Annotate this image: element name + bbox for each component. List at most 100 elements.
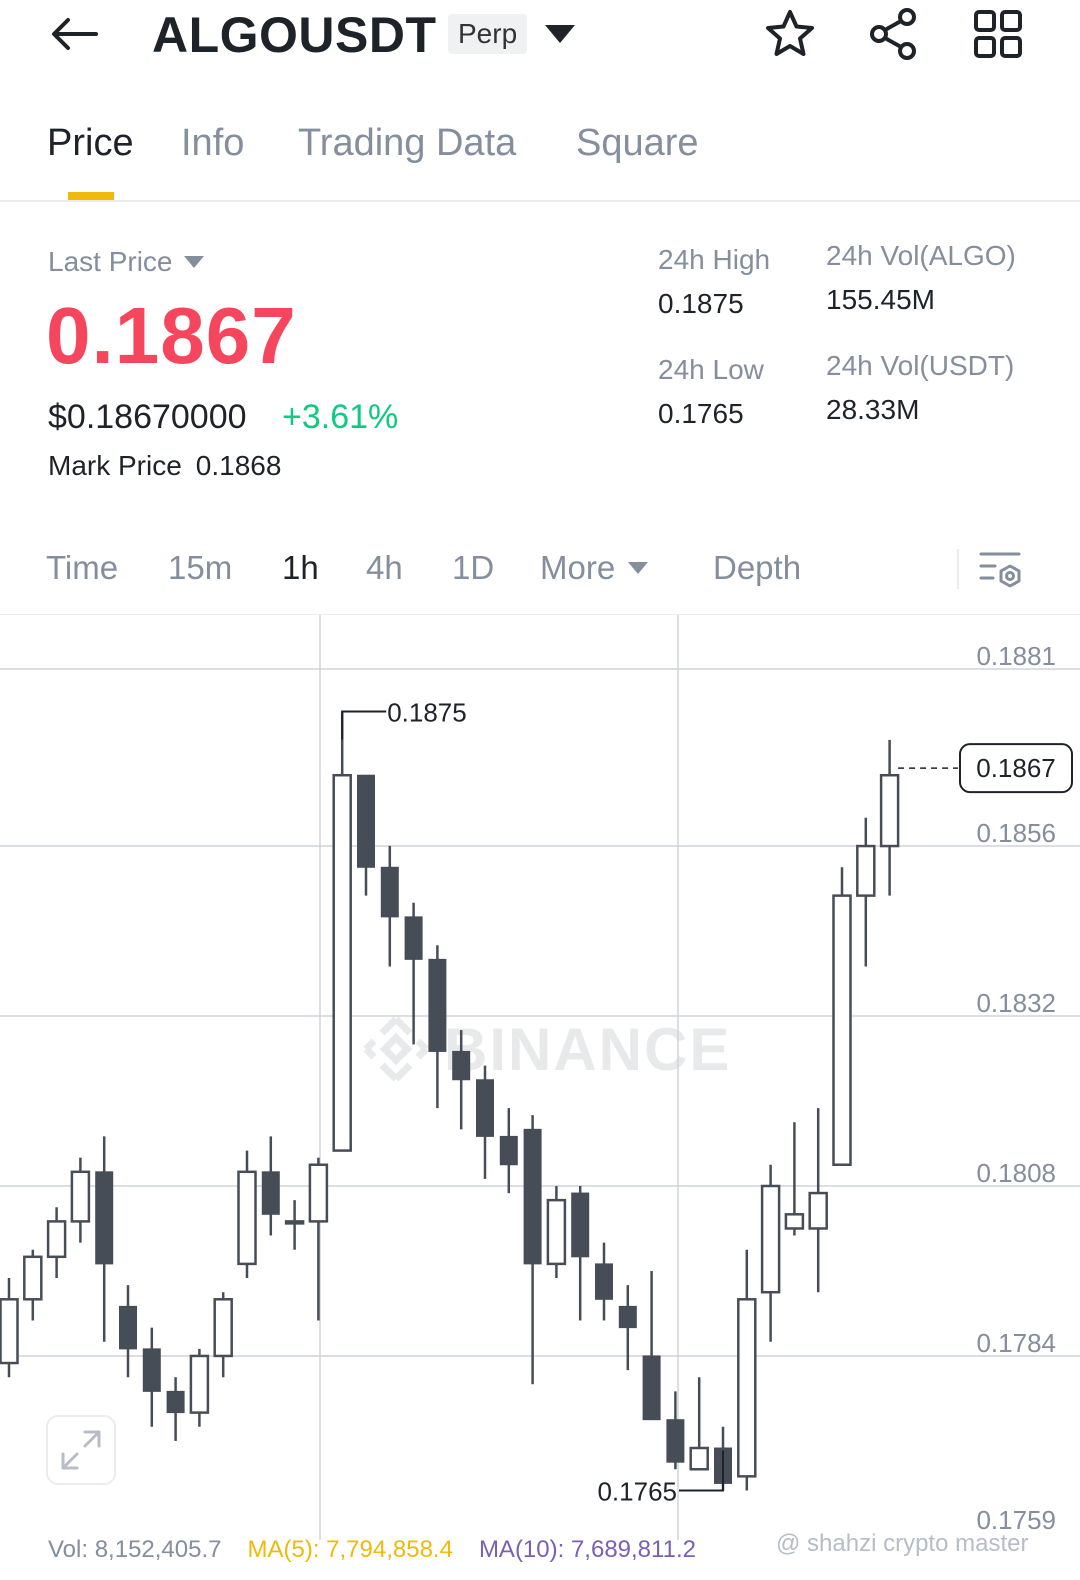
back-arrow-icon [52, 18, 98, 50]
candle-body-down [618, 1305, 637, 1329]
interval-time[interactable]: Time [46, 549, 119, 586]
current-price-box [959, 743, 1073, 794]
candle-body-down [571, 1192, 590, 1258]
candle-body-down [499, 1135, 518, 1166]
last-price-selector[interactable]: Last Price [48, 246, 205, 278]
candle-body-up [784, 1213, 805, 1230]
candle-body-up [332, 773, 352, 1152]
back-button[interactable] [44, 8, 104, 60]
candle-body-down [476, 1079, 494, 1137]
candle-body-up [189, 1354, 210, 1414]
volume-info: Vol: 8,152,405.7 MA(5): 7,794,858.4 MA(10)… [48, 1536, 722, 1564]
candle-body-up [46, 1220, 67, 1259]
main-tabs: Price Info Trading Data Square [0, 110, 1080, 202]
caret-down-icon [183, 256, 204, 268]
chart-canvas: 0.1881 0.1856 0.1832 0.1808 0.1784 0.1759 0.18… [0, 615, 1080, 1540]
watermark-text: BINANCE [444, 1015, 732, 1083]
candle-body-up [23, 1255, 43, 1301]
interval-1d[interactable]: 1D [452, 549, 495, 586]
candle-body-up [808, 1191, 828, 1230]
vol-usdt-label: 24h Vol(USDT) [826, 350, 1015, 381]
candle-body-up [0, 1298, 19, 1365]
candlestick-chart[interactable]: BINANCE 0.1881 0.1856 0.1832 0.1808 0.1784 0.… [0, 615, 1080, 1540]
candle-body-up [70, 1170, 91, 1223]
credit-watermark: @ shahzi crypto master [776, 1530, 1029, 1557]
candle-body-down [357, 774, 375, 868]
share-button[interactable] [866, 6, 922, 62]
interval-15m[interactable]: 15m [168, 549, 233, 586]
top-bar: ALGOUSDT Perp [0, 0, 1080, 80]
candle-body-down [428, 958, 447, 1052]
y-axis-tick-label: 0.1856 [976, 818, 1056, 848]
candle-body-up [308, 1163, 329, 1223]
candle-body-up [760, 1184, 781, 1294]
symbol-title[interactable]: ALGOUSDT [152, 7, 437, 63]
divider [957, 549, 959, 589]
share-icon [870, 8, 916, 60]
candle-body-down [452, 1050, 471, 1081]
candle-body-down [523, 1128, 542, 1265]
candle-body-up [832, 894, 852, 1166]
y-axis-tick-label: 0.1759 [976, 1505, 1056, 1535]
candle-body-down [142, 1348, 161, 1392]
candle-body-down [642, 1355, 661, 1421]
candle-body-up [856, 844, 876, 897]
binance-watermark: BINANCE [360, 1013, 731, 1085]
chevron-down-icon [545, 25, 575, 43]
y-axis-tick-label: 0.1881 [976, 641, 1056, 671]
fullscreen-button[interactable] [46, 1415, 116, 1485]
candle-body-up [284, 1220, 305, 1225]
candle-body-down [380, 866, 399, 918]
more-grid-button[interactable] [970, 6, 1026, 62]
interval-more[interactable]: More [540, 549, 649, 587]
low-value: 0.1765 [658, 398, 744, 429]
low-label: 24h Low [658, 354, 764, 385]
interval-4h[interactable]: 4h [366, 549, 403, 586]
candle-body-down [166, 1390, 185, 1414]
vol-algo-value: 155.45M [826, 284, 935, 315]
tab-price[interactable]: Price [47, 122, 134, 164]
binance-logo-icon [363, 1016, 429, 1082]
high-marker-label: 0.1875 [387, 697, 467, 727]
candle-body-down [666, 1419, 685, 1463]
symbol-dropdown-button[interactable] [540, 18, 580, 50]
tab-square[interactable]: Square [576, 122, 699, 164]
candle-body-down [595, 1263, 613, 1300]
grid-icon [974, 10, 1022, 58]
tab-info[interactable]: Info [181, 122, 245, 164]
price-stats: Last Price 0.1867 $0.18670000 +3.61% Mar… [0, 210, 1080, 510]
vol-usdt-value: 28.33M [826, 394, 920, 425]
high-marker-line [341, 710, 387, 740]
low-marker-label: 0.1765 [597, 1477, 677, 1507]
high-label: 24h High [658, 244, 771, 275]
current-price-label: 0.1867 [976, 753, 1056, 783]
candle-body-up [237, 1170, 257, 1266]
chart-settings-button[interactable] [972, 545, 1028, 595]
mark-price-value: 0.1868 [195, 450, 282, 481]
usd-price: $0.18670000 [48, 398, 247, 436]
candle-body-down [119, 1305, 137, 1350]
y-axis-tick-label: 0.1808 [976, 1158, 1056, 1188]
candle-body-up [737, 1298, 757, 1478]
mark-price: Mark Price 0.1868 [48, 450, 281, 482]
candle-body-down [404, 916, 423, 960]
favorite-button[interactable] [762, 6, 818, 62]
low-marker-line [679, 1450, 724, 1492]
last-price-value: 0.1867 [46, 291, 297, 380]
active-tab-indicator [68, 192, 114, 200]
change-percent: +3.61% [282, 398, 399, 436]
candle-body-up [879, 773, 900, 848]
ma10-label: MA(10): 7,689,811.2 [478, 1536, 696, 1563]
mark-price-label: Mark Price [48, 450, 182, 481]
interval-depth[interactable]: Depth [713, 549, 802, 586]
candle-body-down [261, 1171, 280, 1215]
vol-algo-label: 24h Vol(ALGO) [826, 240, 1016, 271]
last-price-label: Last Price [48, 246, 173, 277]
tab-trading-data[interactable]: Trading Data [298, 122, 517, 164]
volume-label: Vol: 8,152,405.7 [48, 1536, 222, 1563]
expand-icon [61, 1430, 101, 1470]
interval-more-label: More [540, 549, 616, 586]
interval-1h[interactable]: 1h [282, 549, 319, 586]
chart-settings-icon [979, 552, 1021, 588]
interval-bar: Time 15m 1h 4h 1D More Depth [0, 535, 1080, 615]
